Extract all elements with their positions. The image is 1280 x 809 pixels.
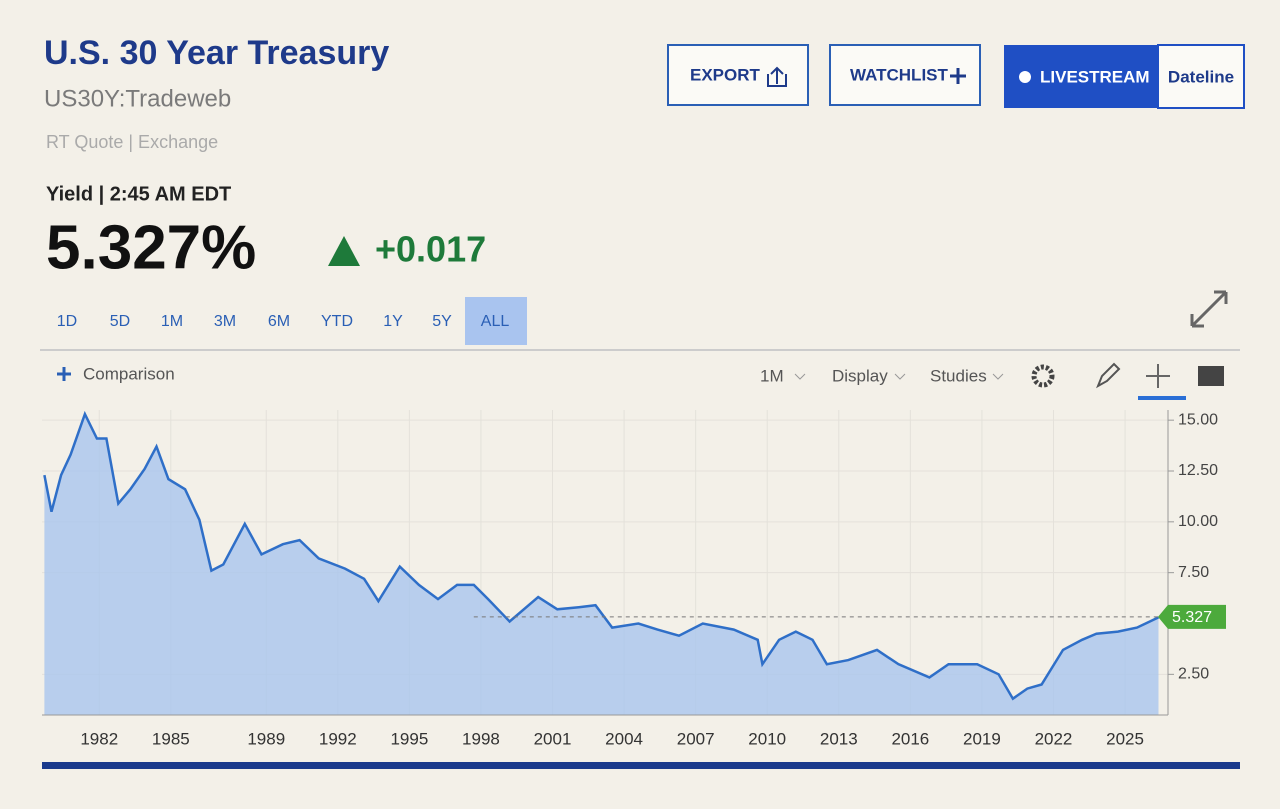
symbol: US30Y:Tradeweb xyxy=(44,85,231,112)
export-icon xyxy=(767,66,787,87)
x-tick-label: 2013 xyxy=(820,729,858,748)
caret xyxy=(794,373,806,380)
range-button[interactable]: 1D xyxy=(57,313,77,330)
y-tick-label: 10.00 xyxy=(1178,513,1218,530)
source: RT Quote | Exchange xyxy=(46,132,218,152)
x-tick-label: 2007 xyxy=(677,729,715,748)
chart: 1982 1985 1989 1992 1995 1998 2001 2004 2007 2010… xyxy=(42,410,1226,748)
button-label: EXPORT xyxy=(690,65,761,84)
active-range xyxy=(465,297,527,345)
caret xyxy=(992,373,1004,380)
range-button[interactable]: 1M xyxy=(161,313,183,330)
area xyxy=(44,414,1159,715)
plus-icon xyxy=(950,68,966,84)
livestream-button[interactable]: LIVESTREAM xyxy=(1004,45,1158,108)
x-tick-label: 2010 xyxy=(748,729,786,748)
export-button[interactable]: EXPORT xyxy=(667,44,809,106)
comparison-plus[interactable] xyxy=(57,367,71,381)
title: U.S. 30 Year Treasury xyxy=(44,34,389,72)
draw-icon[interactable] xyxy=(1096,362,1121,389)
x-tick-label: 2019 xyxy=(963,729,1001,748)
range-button[interactable]: 5Y xyxy=(432,313,452,330)
settings-icon[interactable] xyxy=(1031,364,1055,388)
x-tick-label: 2025 xyxy=(1106,729,1144,748)
range-selector: 1D 5D 1M 3M 6M YTD 1Y 5Y ALL xyxy=(57,313,510,330)
comparison[interactable]: Comparison xyxy=(83,364,175,383)
x-tick-label: 1982 xyxy=(80,729,118,748)
y-tick-label: 15.00 xyxy=(1178,411,1218,428)
caret xyxy=(894,373,906,380)
button-frame xyxy=(667,44,809,106)
y-tick-label: 12.50 xyxy=(1178,462,1218,479)
last-value-label: 5.327 xyxy=(1172,609,1212,626)
range-button[interactable]: YTD xyxy=(321,313,353,330)
button-label: Dateline xyxy=(1168,67,1234,86)
crosshair-icon[interactable] xyxy=(1146,364,1170,388)
range-button[interactable]: 3M xyxy=(214,313,236,330)
x-tick-label: 1995 xyxy=(390,729,428,748)
y-tick-label: 7.50 xyxy=(1178,564,1209,581)
x-tick-label: 1989 xyxy=(247,729,285,748)
x-tick-label: 1985 xyxy=(152,729,190,748)
change: +0.017 xyxy=(375,229,486,270)
interval[interactable]: 1M xyxy=(760,366,784,385)
dateline-button[interactable]: Dateline xyxy=(1157,44,1245,109)
live-dot xyxy=(1019,71,1031,83)
price: 5.327% xyxy=(46,213,256,282)
last-value-tag xyxy=(1158,604,1226,629)
range-button[interactable]: 5D xyxy=(110,313,130,330)
x-tick-label: 2022 xyxy=(1035,729,1073,748)
x-tick-label: 1992 xyxy=(319,729,357,748)
line xyxy=(43,410,1160,701)
x-tick-label: 2016 xyxy=(891,729,929,748)
range-button[interactable]: 1Y xyxy=(383,313,403,330)
studies[interactable]: Studies xyxy=(930,366,987,385)
button-frame xyxy=(1157,44,1245,109)
display[interactable]: Display xyxy=(832,366,888,385)
x-tick-label: 2001 xyxy=(534,729,572,748)
range-button[interactable]: ALL xyxy=(481,313,510,330)
button-label: WATCHLIST xyxy=(850,65,949,84)
snapshot-icon[interactable] xyxy=(1198,366,1224,386)
button-label: LIVESTREAM xyxy=(1040,67,1150,86)
x-tick-label: 2004 xyxy=(605,729,643,748)
x-tick-label: 1998 xyxy=(462,729,500,748)
watchlist-button[interactable]: WATCHLIST xyxy=(829,44,981,106)
y-tick-label: 2.50 xyxy=(1178,666,1209,683)
scrollbar[interactable] xyxy=(42,762,1240,769)
expand-icon[interactable] xyxy=(1190,290,1228,328)
time: Yield | 2:45 AM EDT xyxy=(46,183,231,205)
up-arrow xyxy=(328,236,360,266)
range-button[interactable]: 6M xyxy=(268,313,290,330)
